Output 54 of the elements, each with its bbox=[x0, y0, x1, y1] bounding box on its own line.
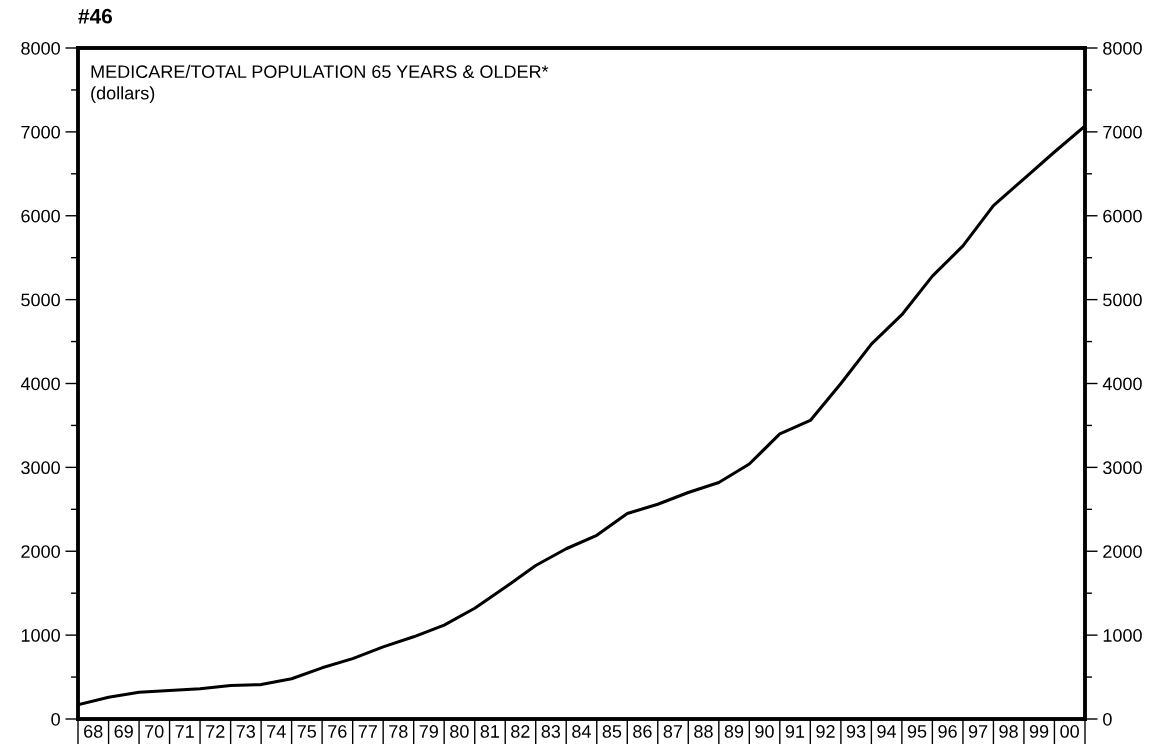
x-tick-label: 95 bbox=[907, 725, 927, 738]
y-tick-label: 5000 bbox=[21, 293, 60, 307]
x-tick-label: 83 bbox=[541, 725, 561, 738]
y-tick-label: 8000 bbox=[21, 41, 60, 55]
y-tick-label: 1000 bbox=[21, 629, 60, 642]
x-tick-label: 92 bbox=[816, 725, 835, 738]
y-tick-label: 4000 bbox=[20, 377, 60, 391]
x-tick-label: 84 bbox=[572, 725, 591, 738]
y2-tick-label: 2000 bbox=[1103, 545, 1142, 558]
x-tick-label: 71 bbox=[175, 725, 194, 738]
y2-tick-label: 7000 bbox=[1103, 125, 1142, 139]
x-tick-label: 94 bbox=[877, 725, 897, 738]
x-tick-label: 76 bbox=[328, 725, 347, 738]
y-tick-label: 3000 bbox=[21, 461, 60, 475]
x-tick-label: 98 bbox=[999, 725, 1018, 738]
x-tick-label: 87 bbox=[663, 725, 683, 738]
x-tick-label: 80 bbox=[450, 725, 469, 738]
y-tick-label: 0 bbox=[51, 712, 60, 726]
chart-title: #46 bbox=[78, 8, 113, 24]
y-tick-label: 2000 bbox=[21, 545, 60, 558]
x-tick-label: 89 bbox=[724, 725, 744, 738]
x-tick-label: 99 bbox=[1029, 725, 1049, 738]
x-tick-label: 75 bbox=[297, 725, 317, 738]
x-tick-label: 88 bbox=[694, 725, 713, 738]
y2-tick-label: 5000 bbox=[1103, 293, 1142, 307]
x-tick-label: 97 bbox=[968, 725, 988, 738]
x-tick-label: 96 bbox=[938, 725, 957, 738]
y-tick-label: 7000 bbox=[21, 125, 60, 139]
x-tick-label: 85 bbox=[602, 725, 622, 738]
y2-tick-label: 0 bbox=[1103, 712, 1112, 726]
x-tick-label: 77 bbox=[358, 725, 377, 738]
y-tick-label: 6000 bbox=[21, 209, 60, 223]
annotation: (dollars) bbox=[91, 86, 155, 104]
x-tick-label: 70 bbox=[145, 725, 164, 738]
annotation: MEDICARE/TOTAL POPULATION 65 YEARS & OLDER* bbox=[91, 64, 549, 79]
x-tick-label: 78 bbox=[389, 725, 408, 738]
x-tick-label: 90 bbox=[755, 725, 774, 738]
x-tick-label: 86 bbox=[633, 725, 652, 738]
x-tick-label: 79 bbox=[419, 725, 438, 738]
x-tick-label: 73 bbox=[236, 725, 255, 738]
x-tick-label: 00 bbox=[1060, 725, 1079, 738]
y2-tick-label: 3000 bbox=[1103, 461, 1142, 475]
x-tick-label: 72 bbox=[206, 725, 225, 738]
x-tick-label: 81 bbox=[480, 725, 500, 738]
x-tick-label: 93 bbox=[846, 725, 866, 738]
y2-tick-label: 1000 bbox=[1103, 629, 1142, 642]
x-tick-label: 74 bbox=[267, 725, 286, 738]
x-tick-label: 68 bbox=[84, 725, 103, 738]
y2-tick-label: 6000 bbox=[1103, 209, 1142, 223]
y2-tick-label: 4000 bbox=[1102, 377, 1142, 391]
y2-tick-label: 8000 bbox=[1103, 41, 1142, 55]
x-tick-label: 91 bbox=[785, 725, 805, 738]
x-tick-label: 82 bbox=[511, 725, 530, 738]
x-tick-label: 69 bbox=[114, 725, 133, 738]
